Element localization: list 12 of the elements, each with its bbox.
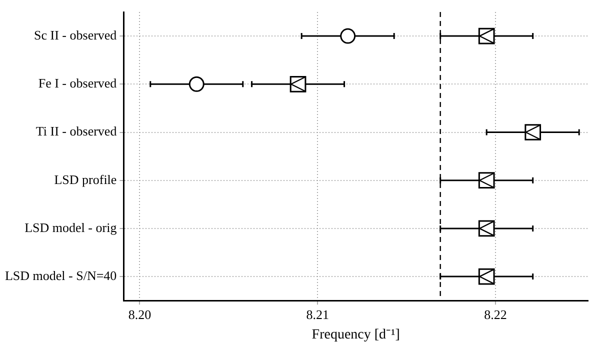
- y-tick-label: Fe I - observed: [38, 76, 118, 91]
- point: [340, 28, 356, 44]
- point: [188, 76, 204, 92]
- x-axis-title: Frequency [d⁻¹]: [312, 327, 400, 342]
- x-tick-label: 8.20: [128, 306, 152, 322]
- y-tick-label: Sc II - observed: [34, 27, 118, 42]
- y-tick-label: LSD profile: [54, 172, 117, 187]
- x-tick-label: 8.21: [306, 306, 329, 322]
- y-tick-label: Ti II - observed: [36, 124, 118, 139]
- y-tick-label: LSD model - S/N=40: [4, 268, 117, 283]
- y-tick-label: LSD model - orig: [24, 220, 118, 235]
- x-tick-label: 8.22: [484, 306, 507, 322]
